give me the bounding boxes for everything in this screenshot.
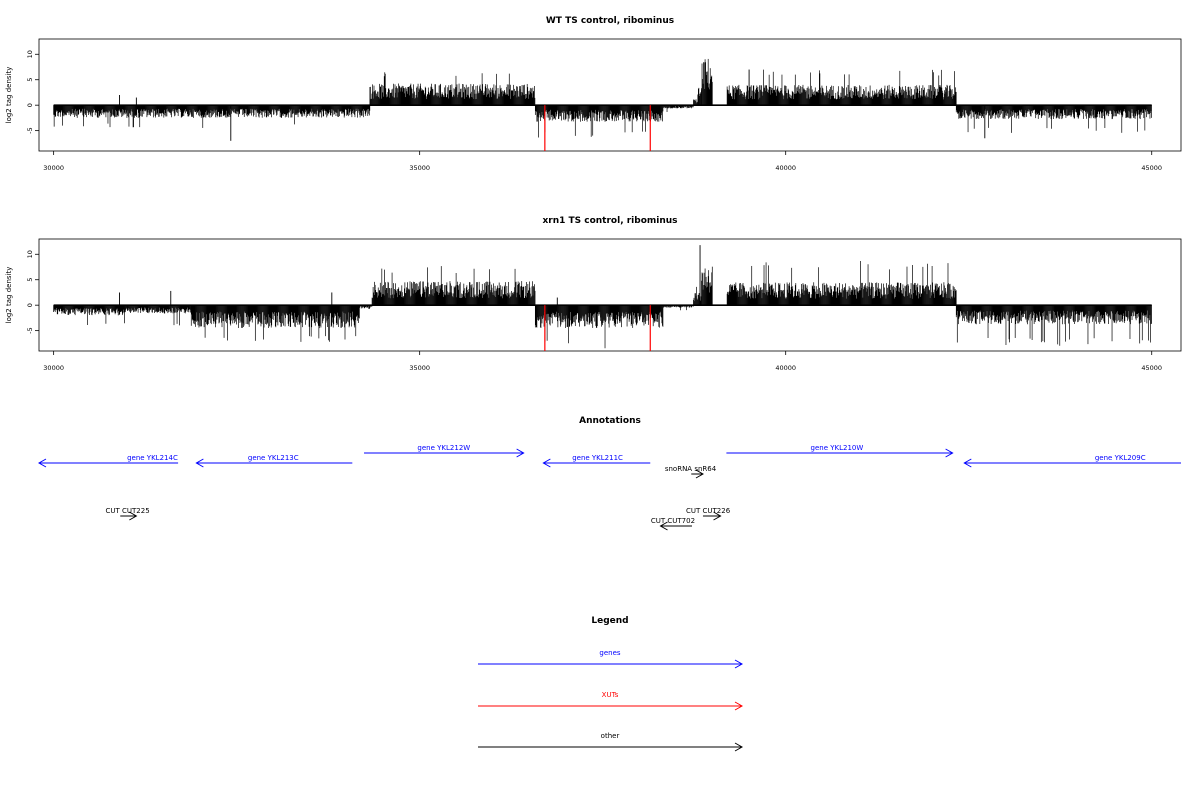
annotations-title: Annotations <box>579 416 641 426</box>
y-tick-label: -5 <box>26 127 34 133</box>
panel-xrn1-title: xrn1 TS control, ribominus <box>542 216 677 226</box>
panel-wt-frame <box>38 38 1182 152</box>
x-tick-label: 45000 <box>1141 164 1162 172</box>
legend-arrowhead <box>734 659 744 669</box>
gene-label: gene YKL213C <box>248 454 299 462</box>
y-tick-label: 10 <box>26 50 34 58</box>
gene-arrow-arrowhead <box>963 458 972 468</box>
x-tick-label: 30000 <box>43 164 64 172</box>
gene-arrow-arrowhead <box>542 458 551 468</box>
x-tick-label: 45000 <box>1141 364 1162 372</box>
panel-wt: WT TS control, ribominus 30000 35000 40000… <box>5 16 1182 172</box>
feature-arrow-arrowhead <box>713 511 722 521</box>
feature-arrow <box>691 469 704 479</box>
panel-wt-axes: 30000 35000 40000 45000 -5 0 5 10 <box>26 50 1162 172</box>
legend-title: Legend <box>591 616 628 626</box>
gene-arrow <box>195 458 353 468</box>
gene-arrow <box>37 458 179 468</box>
annotations-tracks: gene YKL214C gene YKL213C gene YKL212W gene… <box>37 444 1181 531</box>
legend-item: other <box>478 732 744 752</box>
gene-arrow <box>963 458 1181 468</box>
y-tick-label: 0 <box>26 103 34 107</box>
gene-label: gene YKL211C <box>572 454 623 462</box>
gene-arrow-arrowhead <box>945 448 954 458</box>
gene-label: gene YKL209C <box>1095 454 1146 462</box>
annotations-panel: Annotations gene YKL214C gene YKL213Cgene… <box>37 416 1181 531</box>
legend-arrowhead <box>734 701 744 711</box>
x-tick-label: 30000 <box>43 364 64 372</box>
panel-xrn1-frame <box>38 238 1182 352</box>
panel-xrn1-bars <box>53 245 1152 351</box>
gene-arrow-arrowhead <box>516 448 525 458</box>
feature-arrow <box>659 521 692 531</box>
panel-xrn1-axes: 30000 35000 40000 45000 -5 0 5 10 <box>26 250 1162 372</box>
y-tick-label: 0 <box>26 303 34 307</box>
gene-arrow-arrowhead <box>37 458 47 468</box>
gene-label: gene YKL212W <box>417 444 470 452</box>
x-tick-label: 35000 <box>409 164 430 172</box>
x-tick-label: 40000 <box>775 364 796 372</box>
y-tick-label: -5 <box>26 327 34 333</box>
feature-arrow-arrowhead <box>695 469 704 479</box>
legend-arrowhead <box>734 742 744 752</box>
y-tick-label: 10 <box>26 250 34 258</box>
gene-label: gene YKL210W <box>811 444 864 452</box>
feature-label: CUT CUT226 <box>686 507 731 515</box>
gene-label: gene YKL214C <box>127 454 178 462</box>
legend-label: genes <box>599 649 620 657</box>
feature-label: CUT CUT702 <box>651 517 695 525</box>
x-tick-label: 40000 <box>775 164 796 172</box>
panel-wt-ylabel: log2 tag density <box>5 67 13 124</box>
legend-panel: Legend genes XUTs other <box>478 616 744 752</box>
gene-arrow <box>364 448 525 458</box>
gene-arrow <box>726 448 954 458</box>
legend-items: genes XUTs other <box>478 649 744 752</box>
gene-arrow-arrowhead <box>195 458 204 468</box>
y-tick-label: 5 <box>26 278 34 282</box>
feature-arrow <box>120 511 138 521</box>
gene-arrow <box>542 458 651 468</box>
feature-arrow <box>702 511 722 521</box>
legend-label: XUTs <box>602 691 619 699</box>
panel-wt-title: WT TS control, ribominus <box>546 16 674 26</box>
legend-item: XUTs <box>478 691 744 711</box>
legend-item: genes <box>478 649 744 669</box>
feature-label: CUT CUT225 <box>105 507 149 515</box>
x-tick-label: 35000 <box>409 364 430 372</box>
legend-label: other <box>601 732 620 740</box>
y-tick-label: 5 <box>26 78 34 82</box>
panel-xrn1-ylabel: log2 tag density <box>5 267 13 324</box>
feature-arrow-arrowhead <box>129 511 138 521</box>
feature-label: snoRNA snR64 <box>665 465 717 473</box>
panel-wt-bars <box>53 58 1152 151</box>
feature-arrow-arrowhead <box>659 521 668 531</box>
panel-xrn1: xrn1 TS control, ribominus 30000 35000 400… <box>5 216 1182 372</box>
